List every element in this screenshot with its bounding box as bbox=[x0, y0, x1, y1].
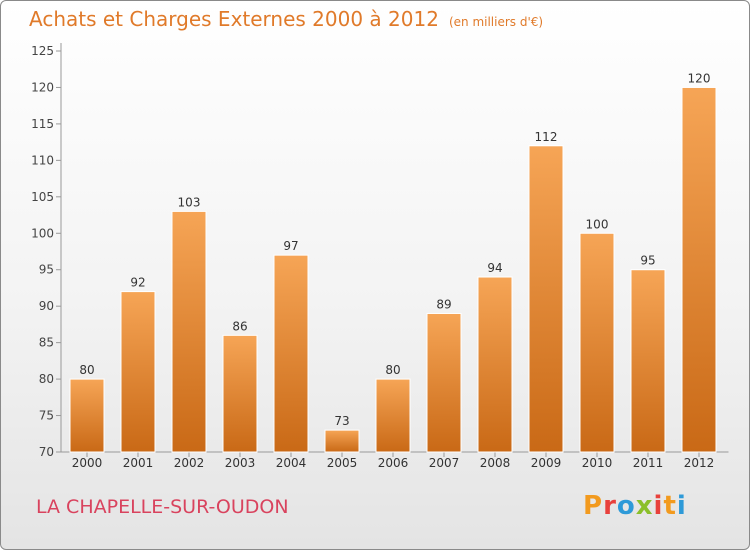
bar-value-label: 100 bbox=[586, 217, 609, 231]
commune-name: LA CHAPELLE-SUR-OUDON bbox=[36, 496, 289, 518]
x-tick-label: 2007 bbox=[429, 456, 460, 470]
bar-value-label: 103 bbox=[178, 195, 201, 209]
axes: 70 75 80 85 90 95 100 105 110 115 120 125 2000 2001 20… bbox=[31, 43, 729, 470]
x-tick-label: 2009 bbox=[531, 456, 562, 470]
x-tick-label: 2008 bbox=[480, 456, 511, 470]
bar-value-label: 97 bbox=[283, 239, 298, 253]
bar bbox=[477, 276, 513, 453]
x-tick-label: 2002 bbox=[174, 456, 205, 470]
y-tick-label: 70 bbox=[39, 445, 54, 459]
bar bbox=[681, 86, 717, 453]
y-tick-label: 80 bbox=[39, 372, 54, 386]
bar bbox=[375, 378, 411, 453]
y-tick-label: 105 bbox=[31, 190, 54, 204]
brand-letter: t bbox=[663, 491, 677, 521]
bar-value-label: 86 bbox=[232, 319, 247, 333]
bar-value-label: 80 bbox=[79, 363, 94, 377]
bar-value-label: 112 bbox=[535, 130, 558, 144]
brand-letter: P bbox=[583, 491, 604, 521]
y-tick-label: 125 bbox=[31, 44, 54, 58]
bar bbox=[69, 378, 105, 453]
bar bbox=[273, 254, 309, 453]
brand-letter: i bbox=[653, 491, 664, 521]
bar bbox=[426, 312, 462, 453]
bar-value-label: 80 bbox=[385, 363, 400, 377]
bars bbox=[69, 86, 717, 453]
chart-title: Achats et Charges Externes 2000 à 2012 (e… bbox=[29, 7, 543, 31]
x-tick-label: 2001 bbox=[123, 456, 154, 470]
chart-unit: (en milliers d'€) bbox=[448, 15, 544, 29]
bar bbox=[630, 269, 666, 453]
bar-value-label: 120 bbox=[688, 71, 711, 85]
x-tick-label: 2010 bbox=[582, 456, 613, 470]
bar bbox=[579, 232, 615, 453]
x-tick-label: 2012 bbox=[684, 456, 715, 470]
x-tick-label: 2004 bbox=[276, 456, 307, 470]
bar-value-label: 92 bbox=[130, 276, 145, 290]
bar bbox=[120, 291, 156, 453]
y-tick-label: 90 bbox=[39, 299, 54, 313]
x-tick-label: 2005 bbox=[327, 456, 358, 470]
bar bbox=[528, 145, 564, 453]
x-tick-label: 2000 bbox=[72, 456, 103, 470]
bar-value-label: 95 bbox=[640, 254, 655, 268]
y-tick-label: 95 bbox=[39, 263, 54, 277]
bar bbox=[222, 334, 258, 453]
y-tick-label: 120 bbox=[31, 80, 54, 94]
y-tick-label: 85 bbox=[39, 336, 54, 350]
chart-title-text: Achats et Charges Externes 2000 à 2012 bbox=[29, 7, 439, 31]
bar bbox=[171, 210, 207, 453]
y-tick-label: 100 bbox=[31, 226, 54, 240]
bar-value-label: 73 bbox=[334, 414, 349, 428]
x-tick-label: 2006 bbox=[378, 456, 409, 470]
x-tick-label: 2011 bbox=[633, 456, 664, 470]
bar-value-label: 89 bbox=[436, 297, 451, 311]
brand-logo: Proxiti bbox=[583, 491, 687, 521]
brand-letter: x bbox=[635, 491, 654, 521]
brand-letter: r bbox=[603, 491, 617, 521]
y-tick-label: 110 bbox=[31, 153, 54, 167]
y-tick-label: 115 bbox=[31, 117, 54, 131]
bar bbox=[324, 429, 360, 453]
x-tick-label: 2003 bbox=[225, 456, 256, 470]
brand-letter: o bbox=[616, 491, 636, 521]
bar-value-label: 94 bbox=[487, 261, 502, 275]
data-labels: 80 92 103 86 97 73 80 89 94 112 100 95 120 bbox=[79, 71, 710, 428]
brand-letter: i bbox=[676, 491, 687, 521]
y-tick-label: 75 bbox=[39, 409, 54, 423]
